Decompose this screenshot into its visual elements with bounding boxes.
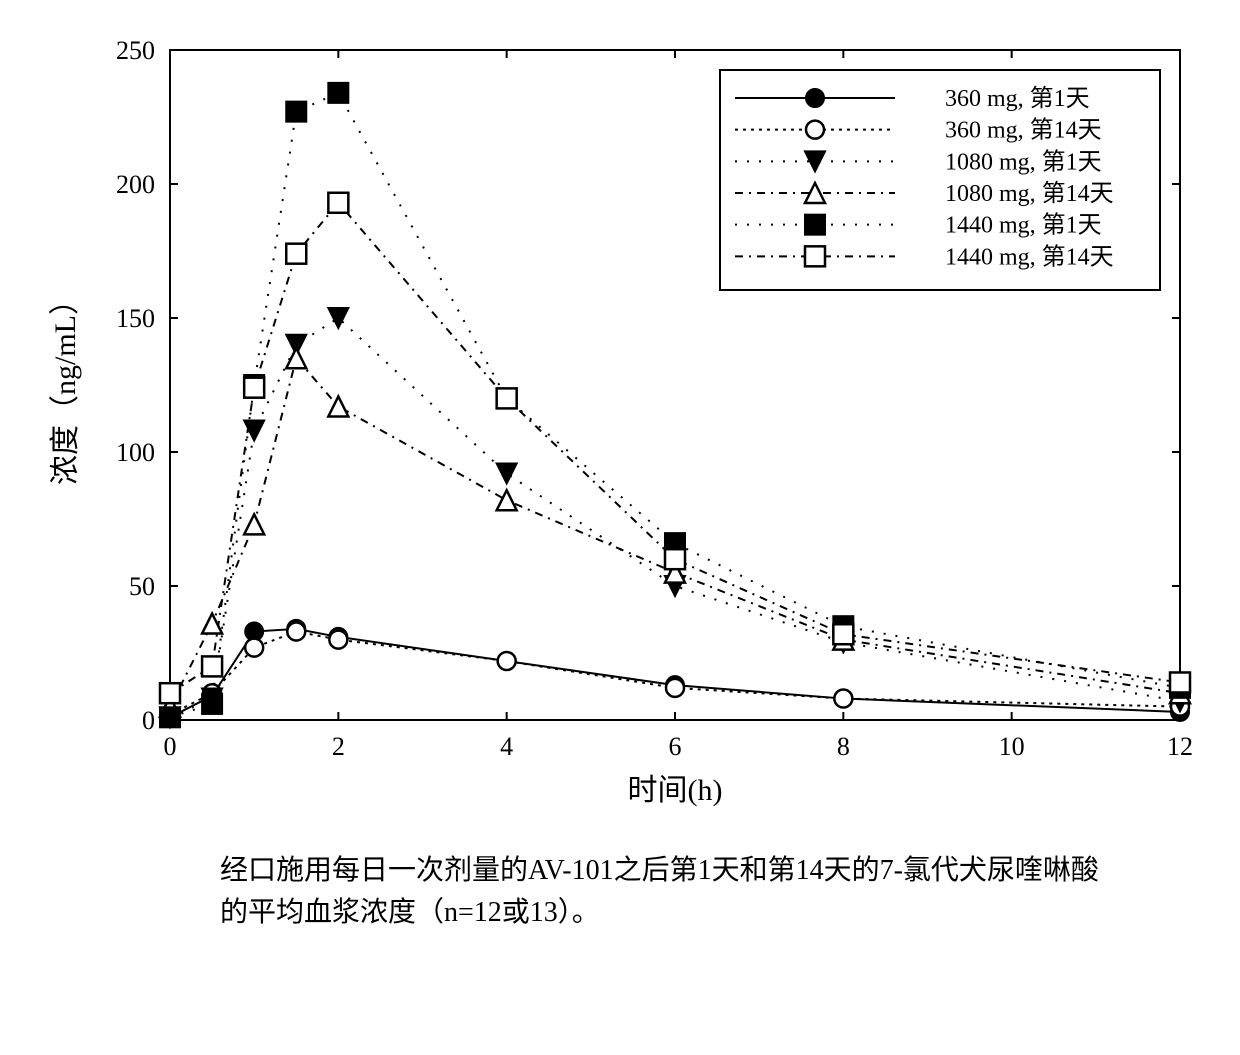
svg-text:100: 100 — [116, 438, 155, 467]
svg-text:12: 12 — [1167, 732, 1193, 761]
svg-text:1080 mg, 第14天: 1080 mg, 第14天 — [945, 180, 1114, 207]
svg-text:4: 4 — [500, 732, 513, 761]
svg-text:1440 mg, 第1天: 1440 mg, 第1天 — [945, 212, 1102, 239]
svg-text:150: 150 — [116, 304, 155, 333]
figure-caption: 经口施用每日一次剂量的AV-101之后第1天和第14天的7-氯代犬尿喹啉酸的平均… — [20, 850, 1220, 934]
svg-text:250: 250 — [116, 36, 155, 65]
svg-text:1440 mg, 第14天: 1440 mg, 第14天 — [945, 243, 1114, 270]
svg-text:2: 2 — [332, 732, 345, 761]
chart-container: 0 2 4 6 8 10 12 0 50 100 150 200 250 时间(h) 浓度（ng/mL） 36… — [20, 20, 1220, 1035]
svg-text:0: 0 — [164, 732, 177, 761]
concentration-time-chart: 0 2 4 6 8 10 12 0 50 100 150 200 250 时间(h) 浓度（ng/mL） 36… — [20, 20, 1220, 840]
svg-text:6: 6 — [669, 732, 682, 761]
svg-text:360 mg, 第1天: 360 mg, 第1天 — [945, 85, 1090, 112]
svg-text:360 mg, 第14天: 360 mg, 第14天 — [945, 117, 1102, 144]
svg-text:8: 8 — [837, 732, 850, 761]
svg-text:1080 mg, 第1天: 1080 mg, 第1天 — [945, 148, 1102, 175]
svg-text:10: 10 — [999, 732, 1025, 761]
svg-text:时间(h): 时间(h) — [628, 774, 723, 807]
svg-text:0: 0 — [142, 706, 155, 735]
svg-text:50: 50 — [129, 572, 155, 601]
svg-text:200: 200 — [116, 170, 155, 199]
svg-text:浓度（ng/mL）: 浓度（ng/mL） — [49, 285, 82, 485]
